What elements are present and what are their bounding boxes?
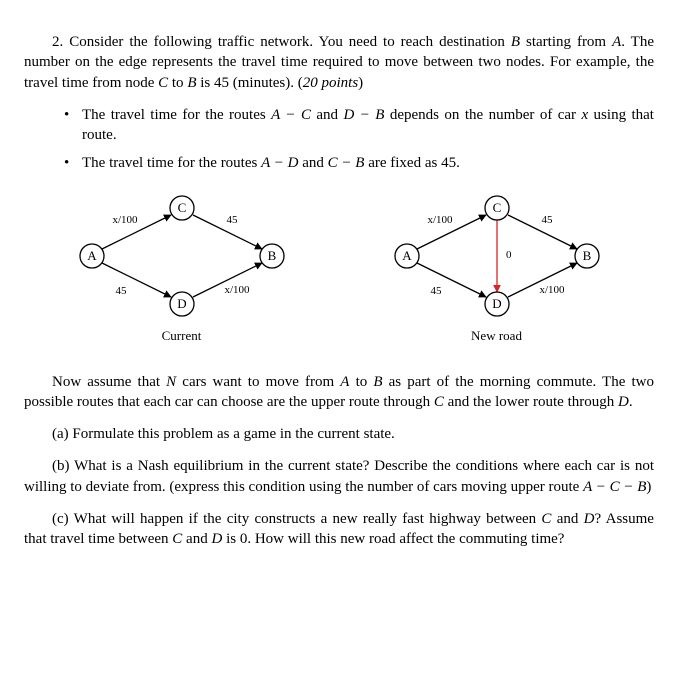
- edge-db-label: x/100: [539, 284, 565, 296]
- t: (c) What will happen if the city constru…: [52, 511, 541, 527]
- edge-ad: [417, 263, 486, 297]
- node-c-label: C: [177, 200, 186, 215]
- route: A − D: [261, 155, 298, 171]
- t: to: [349, 374, 373, 390]
- t: are fixed as 45.: [364, 155, 459, 171]
- node-d: D: [618, 394, 629, 410]
- graph-current-svg: A B C D x/100 45 45 x/100: [67, 186, 297, 326]
- edge-ac-label: x/100: [112, 214, 138, 226]
- t: and: [311, 107, 344, 123]
- node-a-label: A: [87, 248, 97, 263]
- node-a-label: A: [402, 248, 412, 263]
- t: to: [168, 75, 187, 91]
- node-b-label: B: [267, 248, 276, 263]
- edge-cb-label: 45: [226, 214, 238, 226]
- t: and: [551, 511, 583, 527]
- t: Consider the following traffic network. …: [69, 34, 511, 50]
- edge-ac-label: x/100: [427, 214, 453, 226]
- t: cars want to move from: [176, 374, 340, 390]
- assume-para: Now assume that N cars want to move from…: [24, 372, 654, 413]
- t: starting from: [520, 34, 612, 50]
- t: and: [298, 155, 327, 171]
- var-n: N: [166, 374, 176, 390]
- node-b-label: B: [582, 248, 591, 263]
- t: and: [182, 531, 211, 547]
- problem-intro: 2. Consider the following traffic networ…: [24, 32, 654, 93]
- diagram-newroad: A B C D x/100 45 45 x/100 0 New road: [377, 186, 617, 344]
- edge-ad-label: 45: [115, 285, 127, 297]
- node-d-label: D: [177, 296, 186, 311]
- part-a: (a) Formulate this problem as a game in …: [24, 424, 654, 444]
- dest-b: B: [511, 34, 520, 50]
- t: and the lower route through: [444, 394, 618, 410]
- t: ): [646, 479, 651, 495]
- t: is 0. How will this new road affect the …: [222, 531, 564, 547]
- route-acb: A − C − B: [583, 479, 646, 495]
- t: The travel time for the routes: [82, 155, 261, 171]
- t: (b) What is a Nash equilibrium in the cu…: [24, 458, 654, 494]
- node-d-label: D: [492, 296, 501, 311]
- edge-ad: [102, 263, 171, 297]
- node-c-label: C: [492, 200, 501, 215]
- caption-current: Current: [62, 328, 302, 344]
- part-c: (c) What will happen if the city constru…: [24, 509, 654, 550]
- route: D − B: [343, 107, 384, 123]
- t: Now assume that: [52, 374, 166, 390]
- bullet-list: The travel time for the routes A − C and…: [24, 105, 654, 174]
- node-c: C: [158, 75, 168, 91]
- list-item: The travel time for the routes A − C and…: [68, 105, 654, 146]
- t: is 45 (minutes). (: [196, 75, 302, 91]
- route: A − C: [271, 107, 311, 123]
- part-b: (b) What is a Nash equilibrium in the cu…: [24, 456, 654, 497]
- node-d: D: [584, 511, 595, 527]
- diagram-row: A B C D x/100 45 45 x/100 Current: [24, 186, 654, 344]
- node-c: C: [541, 511, 551, 527]
- node-b: B: [373, 374, 382, 390]
- node-c: C: [434, 394, 444, 410]
- t: The travel time for the routes: [82, 107, 271, 123]
- node-d: D: [211, 531, 222, 547]
- route: C − B: [328, 155, 365, 171]
- start-a: A: [612, 34, 621, 50]
- t: .: [629, 394, 633, 410]
- page: 2. Consider the following traffic networ…: [0, 0, 678, 593]
- graph-newroad-svg: A B C D x/100 45 45 x/100 0: [382, 186, 612, 326]
- edge-cb-label: 45: [541, 214, 553, 226]
- edge-ad-label: 45: [430, 285, 442, 297]
- points: 20 points: [303, 75, 358, 91]
- edge-db-label: x/100: [224, 284, 250, 296]
- t: depends on the number of car: [384, 107, 581, 123]
- t: ): [358, 75, 363, 91]
- problem-number: 2.: [52, 34, 63, 50]
- diagram-current: A B C D x/100 45 45 x/100 Current: [62, 186, 302, 344]
- list-item: The travel time for the routes A − D and…: [68, 153, 654, 173]
- caption-newroad: New road: [377, 328, 617, 344]
- edge-cd-label: 0: [506, 249, 512, 261]
- node-c: C: [172, 531, 182, 547]
